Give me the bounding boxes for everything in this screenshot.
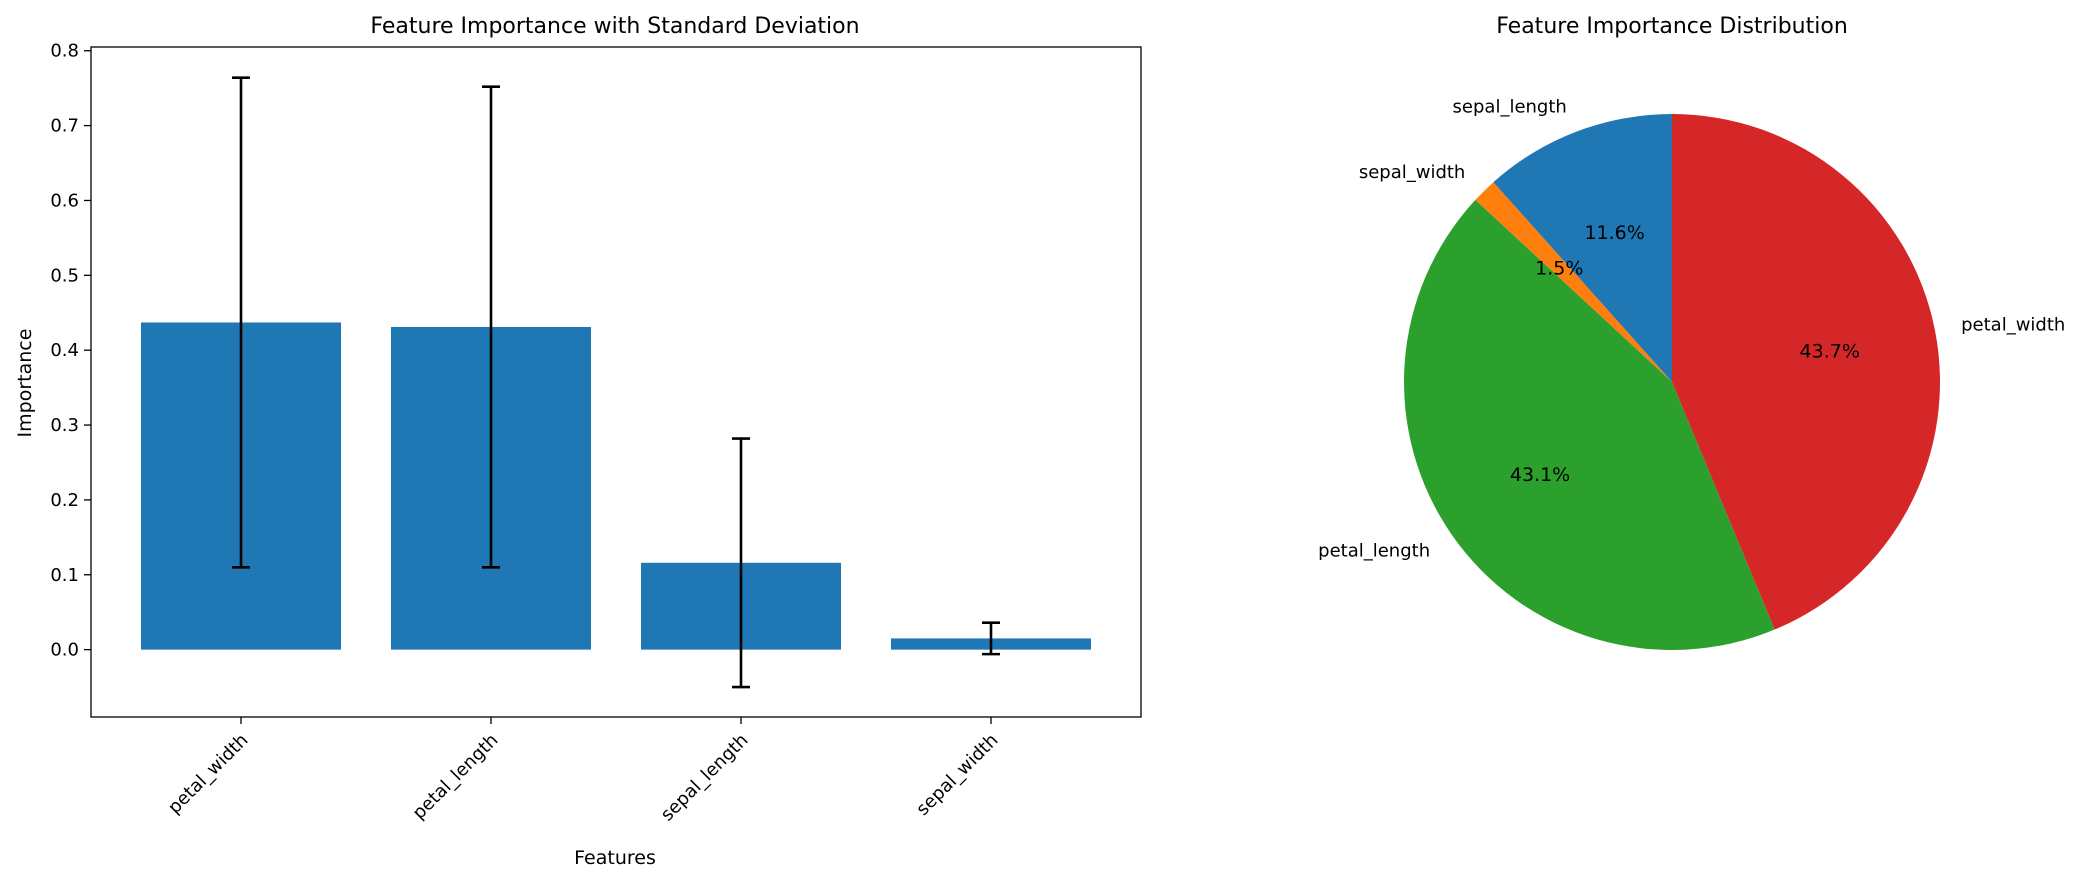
y-tick-label: 0.3 [50,415,79,436]
y-tick-label: 0.8 [50,41,79,62]
pie-slices [1404,114,1940,650]
x-tick-label: petal_width [164,730,253,819]
bar-chart-title: Feature Importance with Standard Deviati… [370,14,859,39]
x-axis-label: Features [574,847,656,869]
x-tick-label: sepal_width [912,730,1002,820]
pie-label-petal_length: petal_length [1318,541,1430,562]
x-axis-ticks: petal_width petal_length sepal_length sepal… [164,717,1003,825]
x-tick-label: petal_length [409,730,503,824]
y-tick-label: 0.5 [50,265,79,286]
y-tick-label: 0.4 [50,340,79,361]
bar-marks [141,322,1091,650]
x-tick-label: sepal_length [657,730,753,826]
bar-plot-frame [90,46,1142,718]
y-tick-label: 0.7 [50,116,79,137]
y-tick-label: 0.1 [50,565,79,586]
pie-slice-sepal_width [1475,182,1672,382]
pie-percent-sepal_length: 11.6% [1584,222,1644,244]
error-bars [232,76,1000,689]
pie-label-sepal_width: sepal_width [1359,162,1466,183]
pie-label-sepal_length: sepal_length [1453,97,1567,118]
pie-slice-petal_length [1404,199,1775,650]
pie-labels: sepal_length sepal_width petal_length petal… [1318,97,2065,562]
pie-label-petal_width: petal_width [1961,314,2065,335]
pie-percent-petal_width: 43.7% [1800,341,1860,363]
y-tick-label: 0.6 [50,190,79,211]
y-axis-label: Importance [14,329,36,438]
pie-slice-petal_width [1672,114,1940,630]
pie-percent-petal_length: 43.1% [1510,464,1570,486]
y-tick-label: 0.0 [50,640,79,661]
y-tick-label: 0.2 [50,490,79,511]
pie-slice-sepal_length [1493,114,1672,382]
pie-chart: Feature Importance Distribution sepal_le… [1318,14,2065,650]
pie-percent-labels: 11.6%1.5% 43.1% 43.7% [1510,222,1860,486]
pie-chart-title: Feature Importance Distribution [1496,14,1848,39]
bar-chart: Feature Importance with Standard Deviati… [14,14,1142,869]
pie-percent-sepal_width: 1.5% [1535,257,1583,279]
y-axis-ticks: 0.0 0.1 0.2 0.3 0.4 0.5 0.6 0.7 0.8 [50,41,91,661]
